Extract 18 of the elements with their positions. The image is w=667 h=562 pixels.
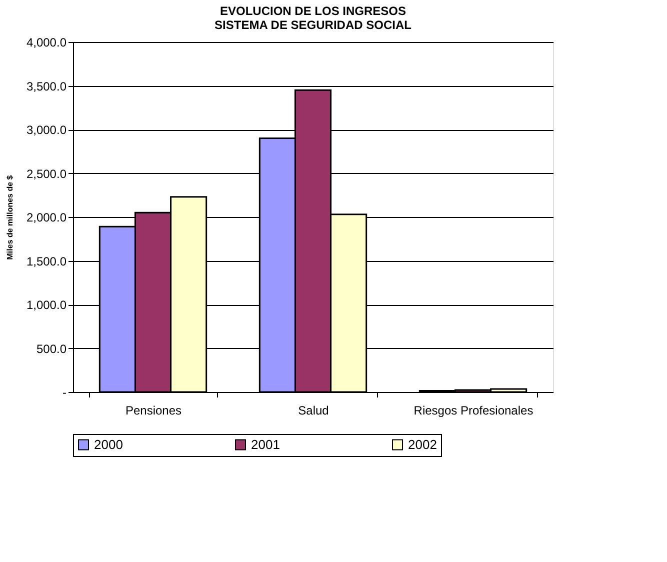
y-tick-label: 4,000.0 xyxy=(26,36,67,50)
text: SISTEMA DE SEGURIDAD SOCIAL xyxy=(214,18,412,32)
y-tick-label: 3,500.0 xyxy=(26,79,67,94)
x-tick-label: Pensiones xyxy=(125,404,182,418)
y-tick-label: 2,500.0 xyxy=(26,166,67,181)
text: EVOLUCION DE LOS INGRESOS xyxy=(220,4,406,18)
y-tick-label: - xyxy=(62,386,66,400)
x-tick-label: Salud xyxy=(298,404,329,418)
y-tick-label: 500.0 xyxy=(36,342,67,356)
y-tick-label: 1,000.0 xyxy=(26,298,67,312)
legend-label: 2001 xyxy=(251,436,280,452)
legend-label: 2000 xyxy=(94,436,123,452)
x-tick-label: Riesgos Profesionales xyxy=(414,404,534,418)
legend-label: 2002 xyxy=(408,436,437,452)
y-tick-label: 2,000.0 xyxy=(26,210,67,224)
y-axis-title: Miles de millones de $ xyxy=(5,174,14,260)
y-tick-label: 1,500.0 xyxy=(26,254,67,268)
y-tick-label: 3,000.0 xyxy=(26,123,67,137)
